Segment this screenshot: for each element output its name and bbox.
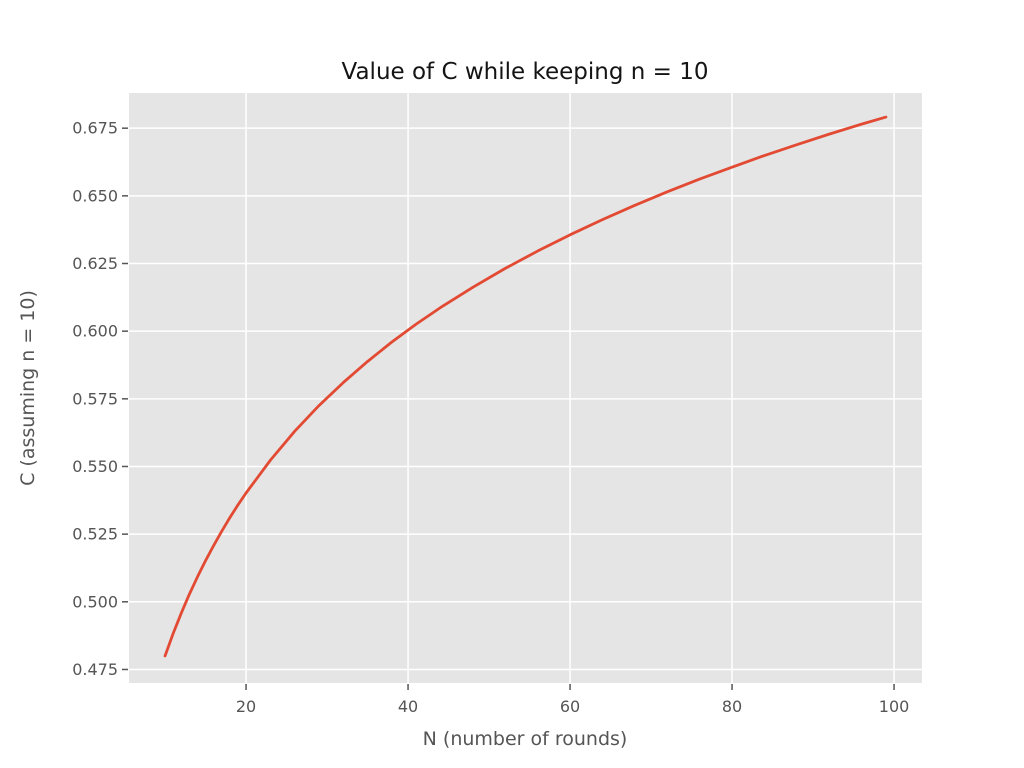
y-tick-label: 0.675 (72, 119, 118, 138)
y-tick-label: 0.550 (72, 457, 118, 476)
x-tick-label: 20 (236, 697, 256, 716)
y-tick-label: 0.475 (72, 660, 118, 679)
x-tick-label: 60 (560, 697, 580, 716)
gridlines (129, 93, 922, 683)
series-line-C (163, 115, 888, 658)
y-tick-label: 0.500 (72, 592, 118, 611)
y-tick-labels: 0.475 0.500 0.525 0.550 0.575 0.600 0.625 0.650… (72, 119, 118, 679)
x-tick-label: 40 (398, 697, 418, 716)
y-tick-label: 0.650 (72, 186, 118, 205)
y-tick-label: 0.625 (72, 254, 118, 273)
y-tick-label: 0.575 (72, 389, 118, 408)
chart-title: Value of C while keeping n = 10 (342, 59, 709, 85)
y-axis-label: C (assuming n = 10) (17, 290, 39, 486)
x-tick-label: 80 (722, 697, 742, 716)
y-tick-label: 0.525 (72, 525, 118, 544)
x-tick-label: 100 (879, 697, 910, 716)
x-tick-labels: 20 40 60 80 100 (236, 697, 909, 716)
x-axis-label: N (number of rounds) (423, 728, 628, 750)
plot-area (129, 93, 922, 683)
y-tick-label: 0.600 (72, 322, 118, 341)
tick-marks (122, 127, 895, 690)
